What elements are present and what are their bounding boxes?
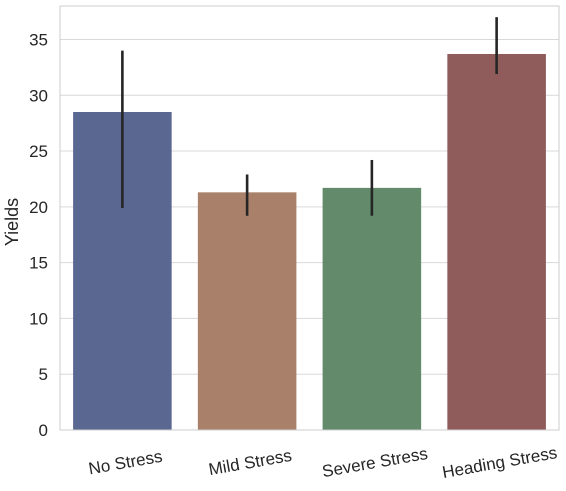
error-bars xyxy=(121,17,498,216)
x-tick-label: Severe Stress xyxy=(321,444,429,481)
y-tick-label: 25 xyxy=(29,142,48,161)
bars xyxy=(73,53,546,431)
plot-frame xyxy=(59,5,560,431)
y-tick-labels: 0 5 10 15 20 25 30 35 xyxy=(29,30,48,440)
y-tick-label: 30 xyxy=(29,86,48,105)
x-tick-label: Heading Stress xyxy=(441,443,559,482)
bar-mild-stress xyxy=(197,192,297,430)
y-tick-label: 10 xyxy=(29,309,48,328)
y-tick-label: 20 xyxy=(29,198,48,217)
y-axis-label: Yields xyxy=(2,198,22,246)
y-tick-label: 0 xyxy=(39,421,48,440)
bar-severe-stress xyxy=(322,187,422,430)
bar-heading-stress xyxy=(447,53,546,431)
y-tick-label: 15 xyxy=(29,254,48,273)
x-tick-label: Mild Stress xyxy=(207,446,293,479)
y-tick-label: 35 xyxy=(29,30,48,49)
x-tick-labels: No Stress Mild Stress Severe Stress Heading… xyxy=(87,443,559,482)
y-tick-label: 5 xyxy=(39,365,48,384)
x-tick-label: No Stress xyxy=(87,447,164,479)
